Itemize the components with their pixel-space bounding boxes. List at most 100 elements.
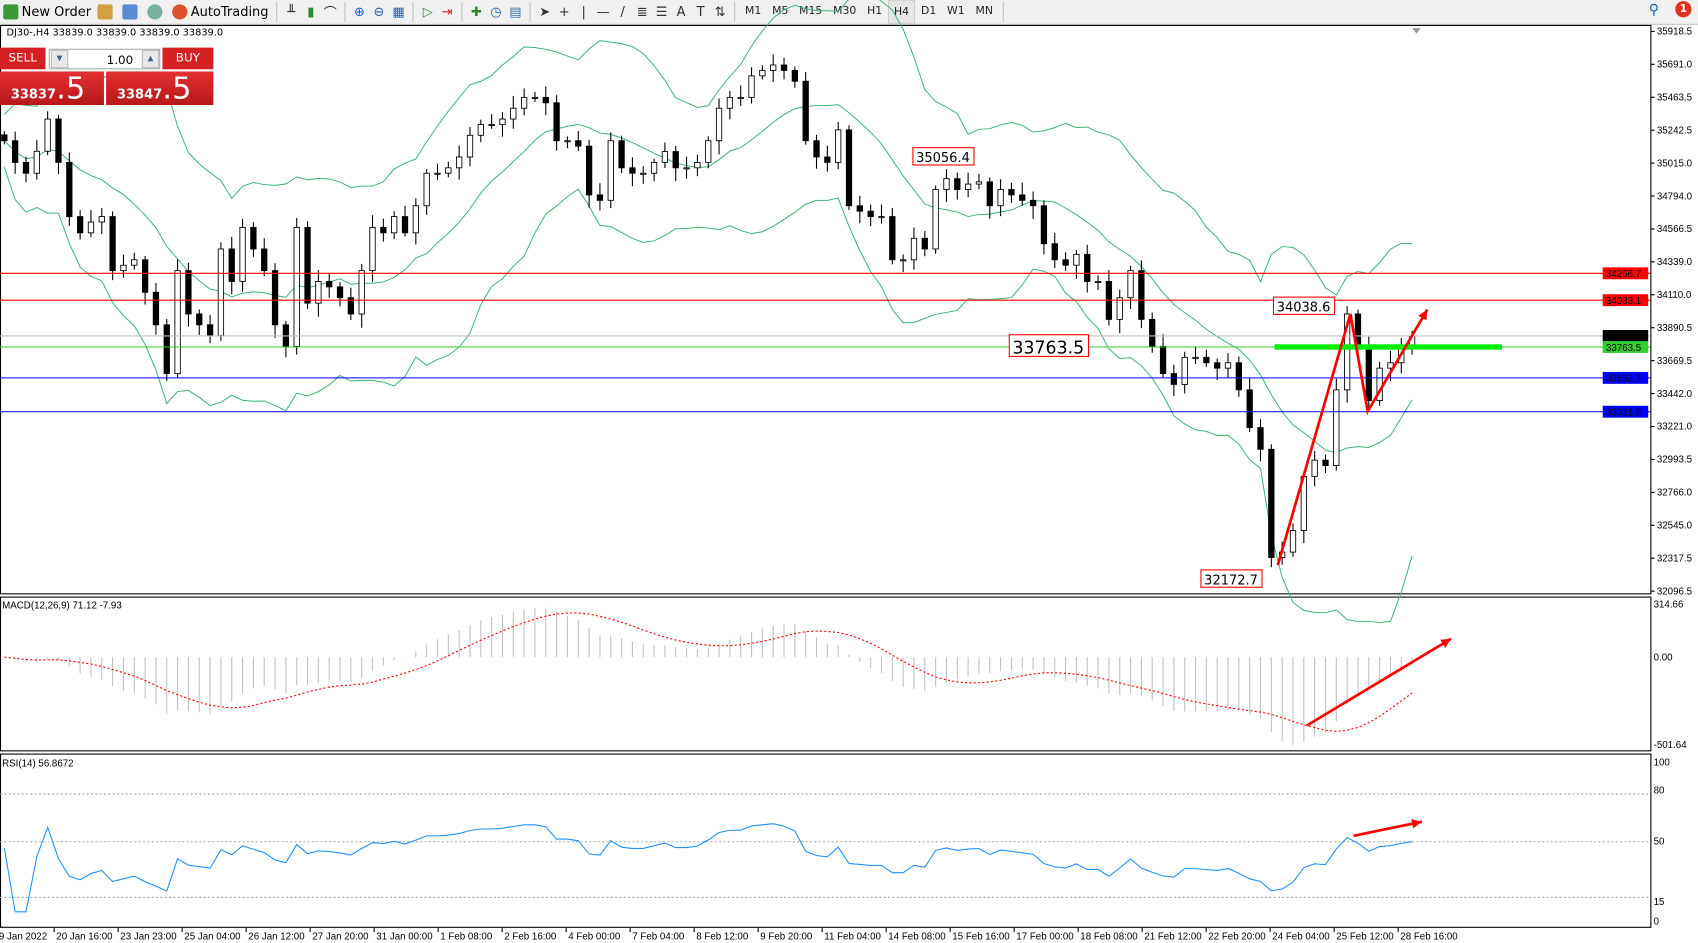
chart-shift-icon[interactable]: ⇥ <box>441 4 453 20</box>
candle <box>694 154 701 177</box>
notification-badge[interactable]: 1 <box>1675 1 1692 18</box>
candle-body <box>1322 459 1329 466</box>
price-annotation-box[interactable] <box>1200 569 1263 588</box>
candle-body <box>715 107 723 142</box>
signals-button[interactable] <box>144 1 169 23</box>
fibonacci-icon[interactable]: ≣ <box>636 4 648 20</box>
timeframe-m30[interactable]: M30 <box>833 4 857 17</box>
rsi-axis-label: 80 <box>1654 786 1665 797</box>
chart-shift-marker[interactable] <box>1412 28 1421 34</box>
candle-body <box>510 107 517 120</box>
candle-body <box>445 167 452 174</box>
search-icon[interactable]: ⚲ <box>1648 2 1660 19</box>
candle <box>174 259 181 379</box>
candle-body <box>1311 459 1318 477</box>
horizontal-line-icon[interactable]: — <box>596 4 610 20</box>
candle <box>1192 346 1199 364</box>
candle <box>661 142 669 168</box>
buy-button[interactable]: BUY <box>162 47 214 70</box>
rsi-axis-label: 15 <box>1654 897 1665 908</box>
cursor-icon[interactable]: ➤ <box>539 4 551 20</box>
crosshair-icon[interactable]: + <box>558 4 570 20</box>
bar-chart-icon[interactable]: ╨ <box>287 4 296 20</box>
vertical-line-icon[interactable]: | <box>581 4 586 20</box>
candle-body <box>791 69 798 82</box>
data-window-button[interactable] <box>119 1 144 23</box>
level-price-label: 34083.1 <box>1606 296 1641 307</box>
sell-price[interactable]: 33837.5 <box>0 71 104 106</box>
timeframe-w1[interactable]: W1 <box>947 4 965 17</box>
candle <box>1257 419 1264 462</box>
templates-icon[interactable]: ▤ <box>509 4 522 20</box>
candle <box>391 211 398 240</box>
autoscroll-icon[interactable]: ▷ <box>422 4 433 20</box>
time-axis-label: 19 Jan 2022 <box>0 932 47 943</box>
candle-body <box>1094 281 1102 283</box>
candle-body <box>1051 243 1058 261</box>
text-label-icon[interactable]: T <box>696 4 705 20</box>
indicators-icon[interactable]: ✚ <box>471 4 482 20</box>
candle-body <box>921 237 928 250</box>
candle-body <box>131 259 138 266</box>
new-order-button[interactable]: New Order <box>0 1 94 23</box>
price-annotation-box[interactable] <box>912 147 975 166</box>
candle-body <box>1 134 8 142</box>
candle <box>1289 523 1297 557</box>
price-annotation-box[interactable] <box>1008 334 1090 357</box>
timeframe-m15[interactable]: M15 <box>799 4 823 17</box>
lot-decrease-button[interactable]: ▼ <box>50 49 69 69</box>
lot-size-input[interactable]: 1.00 <box>48 48 161 70</box>
timeframe-h1[interactable]: H1 <box>867 4 883 17</box>
candle-body <box>401 216 409 234</box>
toolbar-separator <box>734 2 736 22</box>
level-price-label: 33763.5 <box>1606 343 1641 354</box>
price-annotation-box[interactable] <box>1272 296 1336 315</box>
timeframe-m1[interactable]: M1 <box>745 4 762 17</box>
sell-button[interactable]: SELL <box>0 47 46 70</box>
candle-body <box>55 118 62 163</box>
candle <box>1333 378 1340 471</box>
zoom-out-icon[interactable]: ⊖ <box>373 4 385 20</box>
zoom-in-icon[interactable]: ⊕ <box>354 4 365 20</box>
candle-body <box>683 167 690 170</box>
candle-body <box>520 96 528 109</box>
candle-body <box>1138 270 1145 320</box>
trendline-icon[interactable]: / <box>620 4 625 20</box>
market-watch-button[interactable] <box>94 1 119 23</box>
macd-trend-arrow[interactable] <box>1306 637 1452 727</box>
price-axis-label: 33669.5 <box>1657 356 1692 367</box>
tile-windows-icon[interactable]: ▦ <box>392 4 405 20</box>
timeframe-m5[interactable]: M5 <box>772 4 789 17</box>
autotrading-button[interactable]: AutoTrading <box>169 1 272 23</box>
periods-icon[interactable]: ◷ <box>490 4 502 20</box>
lot-increase-button[interactable]: ▲ <box>141 49 160 69</box>
time-axis-label: 20 Jan 16:00 <box>56 932 113 943</box>
rsi-trend-arrow[interactable] <box>1353 820 1423 838</box>
candle <box>791 66 798 88</box>
level-price-tag <box>1602 405 1649 418</box>
text-icon[interactable]: A <box>676 4 686 20</box>
timeframe-h4[interactable]: H4 <box>887 0 916 24</box>
time-axis-label: 21 Feb 12:00 <box>1144 932 1202 943</box>
candle <box>293 218 300 355</box>
candle-body <box>835 129 842 163</box>
time-axis-label: 4 Feb 00:00 <box>568 932 621 943</box>
candle <box>369 215 376 282</box>
timeframe-d1[interactable]: D1 <box>920 4 937 17</box>
candle <box>715 98 723 155</box>
timeframe-mn[interactable]: MN <box>975 4 993 17</box>
fibo-lines-icon[interactable]: ☰ <box>655 4 668 20</box>
line-chart-icon[interactable]: ⌒ <box>323 4 337 21</box>
candle <box>499 112 506 137</box>
price-trend-arrow[interactable] <box>1276 308 1429 566</box>
arrows-icon[interactable]: ⇅ <box>714 4 726 20</box>
candle <box>878 204 885 224</box>
buy-price[interactable]: 33847.5 <box>106 71 214 106</box>
support-zone-bar[interactable] <box>1274 344 1502 350</box>
price-axis-label: 34566.5 <box>1657 224 1692 235</box>
candlestick-icon[interactable]: ▮ <box>307 4 315 20</box>
candle <box>1311 451 1318 487</box>
candle <box>55 114 62 175</box>
candle-body <box>661 151 669 163</box>
